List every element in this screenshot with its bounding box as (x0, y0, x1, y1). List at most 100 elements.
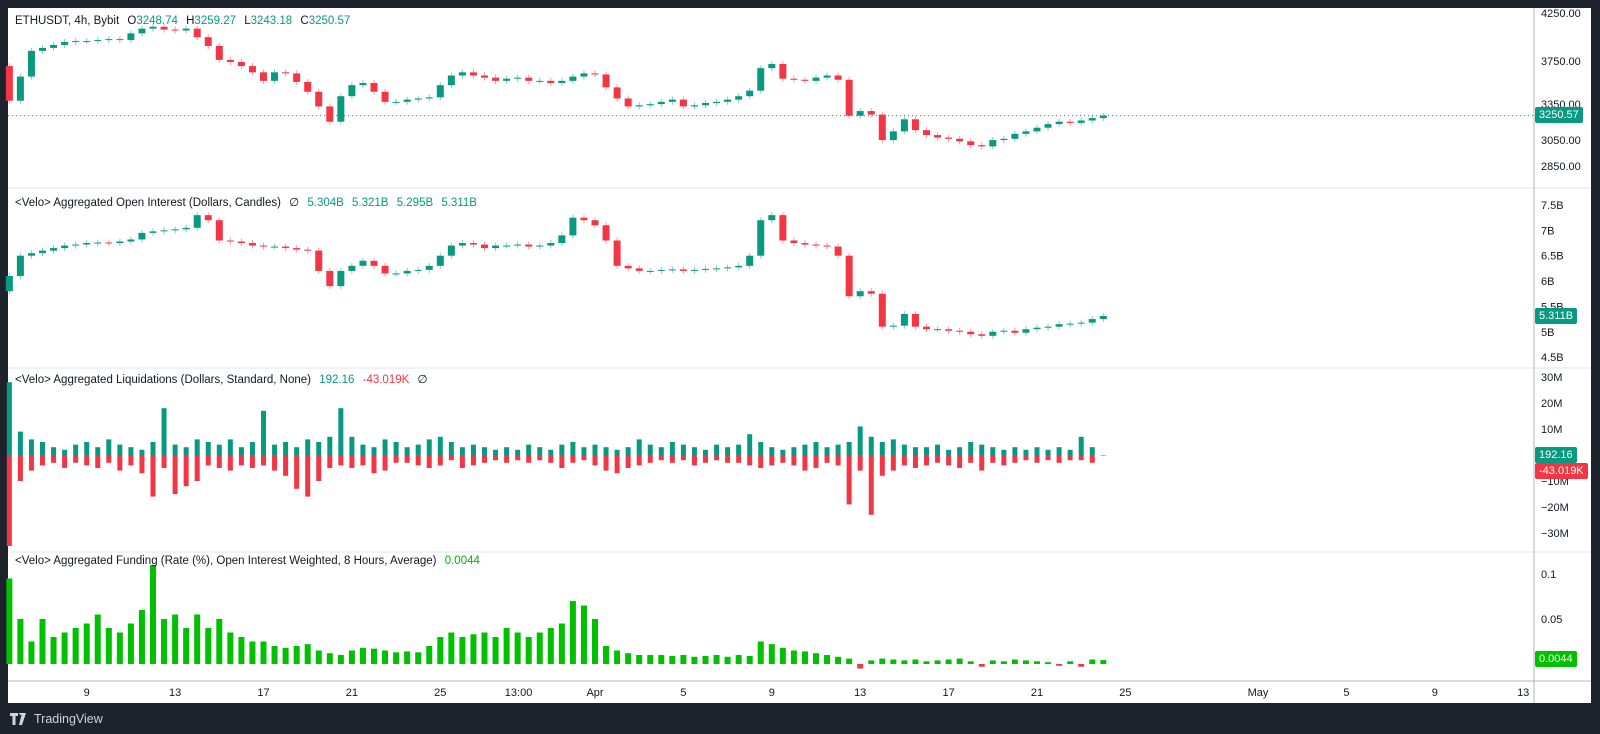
tradingview-logo[interactable]: TradingView (10, 712, 103, 726)
high-value: 3259.27 (194, 15, 236, 27)
oi-candle (50, 248, 58, 251)
funding-bar (459, 637, 466, 664)
price-candle (900, 119, 908, 132)
funding-bar (691, 656, 698, 664)
price-candle (569, 76, 577, 81)
time-tick-label: 13 (169, 687, 181, 699)
liq-long-bar (1078, 455, 1084, 461)
funding-last-tag: 0.0044 (1535, 651, 1577, 667)
liq-short-bar (703, 449, 708, 455)
price-candle (315, 91, 323, 107)
oi-candle (149, 231, 157, 233)
liq-long-bar (249, 455, 255, 468)
hidden-values-icon[interactable]: ∅ (417, 374, 428, 386)
liq-long-bar (791, 455, 797, 466)
price-candle (149, 26, 157, 29)
liq-short-bar (614, 449, 620, 455)
price-candle (812, 77, 820, 81)
symbol-label[interactable]: ETHUSDT, 4h, Bybit (15, 15, 120, 27)
liq-short-bar (691, 447, 697, 455)
low-label: L (244, 15, 251, 27)
oi-candle (945, 329, 953, 331)
price-candle (61, 42, 69, 45)
liq-long-bar (769, 455, 775, 466)
oi-candle (392, 273, 400, 275)
liq-short-bar (548, 449, 554, 455)
price-candle (1033, 127, 1041, 132)
funding-bar (713, 655, 720, 664)
liq-long-bar (327, 455, 333, 468)
price-candle (834, 75, 842, 80)
liq-short-bar (305, 439, 311, 455)
oi-candle (580, 217, 588, 221)
price-candle (668, 99, 676, 102)
liq-long-bar (261, 455, 266, 466)
funding-legend[interactable]: <Velo> Aggregated Funding (Rate (%), Ope… (15, 555, 485, 567)
oi-candle (304, 249, 312, 251)
liq-long-bar (305, 455, 311, 497)
liq-short-bar (824, 447, 830, 455)
time-tick-label: 13:00 (505, 687, 533, 699)
funding-bar (238, 637, 245, 664)
liq-long-bar (901, 455, 907, 466)
oi-candle (591, 220, 599, 226)
liq-short-bar (636, 439, 642, 455)
liq-long-bar (382, 455, 388, 471)
funding-bar (669, 655, 676, 664)
liq-long-bar (714, 455, 720, 461)
liq-long-bar (758, 455, 764, 468)
funding-bar (382, 650, 389, 664)
liq-short-bar (393, 442, 399, 455)
liq-legend[interactable]: <Velo> Aggregated Liquidations (Dollars,… (15, 372, 433, 386)
liq-long-bar (968, 455, 974, 463)
liq-long-bar (912, 455, 918, 468)
oi-high: 5.321B (352, 197, 389, 209)
liq-long-bar (1100, 455, 1106, 456)
price-candle (978, 145, 986, 147)
funding-bar (735, 655, 742, 664)
liq-short-bar (349, 436, 355, 455)
price-candle (39, 47, 46, 51)
funding-bar (282, 647, 289, 664)
liq-short-bar (272, 444, 278, 455)
liq-long-bar (879, 455, 885, 476)
funding-bar (1011, 659, 1018, 664)
liq-short-bar (1001, 449, 1007, 455)
oi-candle (967, 331, 975, 335)
funding-bar (150, 565, 156, 664)
hidden-values-icon[interactable]: ∅ (289, 197, 300, 209)
liq-long-bar (393, 455, 399, 463)
price-candle (702, 102, 709, 106)
liq-short-bar (448, 442, 454, 455)
time-tick-label: 5 (1343, 687, 1349, 699)
liq-long-bar (824, 455, 830, 463)
price-candle (657, 101, 665, 105)
liq-short-bar (736, 444, 742, 455)
liq-short-bar (1034, 447, 1040, 455)
oi-title[interactable]: <Velo> Aggregated Open Interest (Dollars… (15, 197, 281, 209)
liq-long-bar (448, 455, 454, 461)
liq-long-bar (669, 455, 675, 463)
liq-title[interactable]: <Velo> Aggregated Liquidations (Dollars,… (15, 374, 312, 386)
oi-legend[interactable]: <Velo> Aggregated Open Interest (Dollars… (15, 195, 482, 209)
price-candle (215, 45, 223, 60)
liq-short-bar (493, 449, 499, 455)
funding-bar (271, 646, 278, 664)
liq-short-bar (890, 439, 896, 455)
funding-title[interactable]: <Velo> Aggregated Funding (Rate (%), Ope… (15, 555, 437, 567)
price-legend[interactable]: ETHUSDT, 4h, Bybit O3248.74 H3259.27 L32… (15, 15, 355, 27)
oi-candle (834, 246, 842, 256)
pane-separators (8, 8, 1591, 703)
price-candle (481, 75, 488, 78)
funding-bar (768, 644, 775, 664)
liq-long-bar (470, 455, 476, 466)
oi-candle (514, 244, 522, 246)
funding-bar (426, 646, 433, 664)
price-candle (558, 80, 566, 84)
price-candle (50, 44, 58, 48)
oi-tick-label: 5B (1541, 327, 1554, 339)
liq-short-bar (758, 442, 764, 455)
liq-long-bar (559, 455, 565, 468)
funding-bar (6, 578, 13, 664)
